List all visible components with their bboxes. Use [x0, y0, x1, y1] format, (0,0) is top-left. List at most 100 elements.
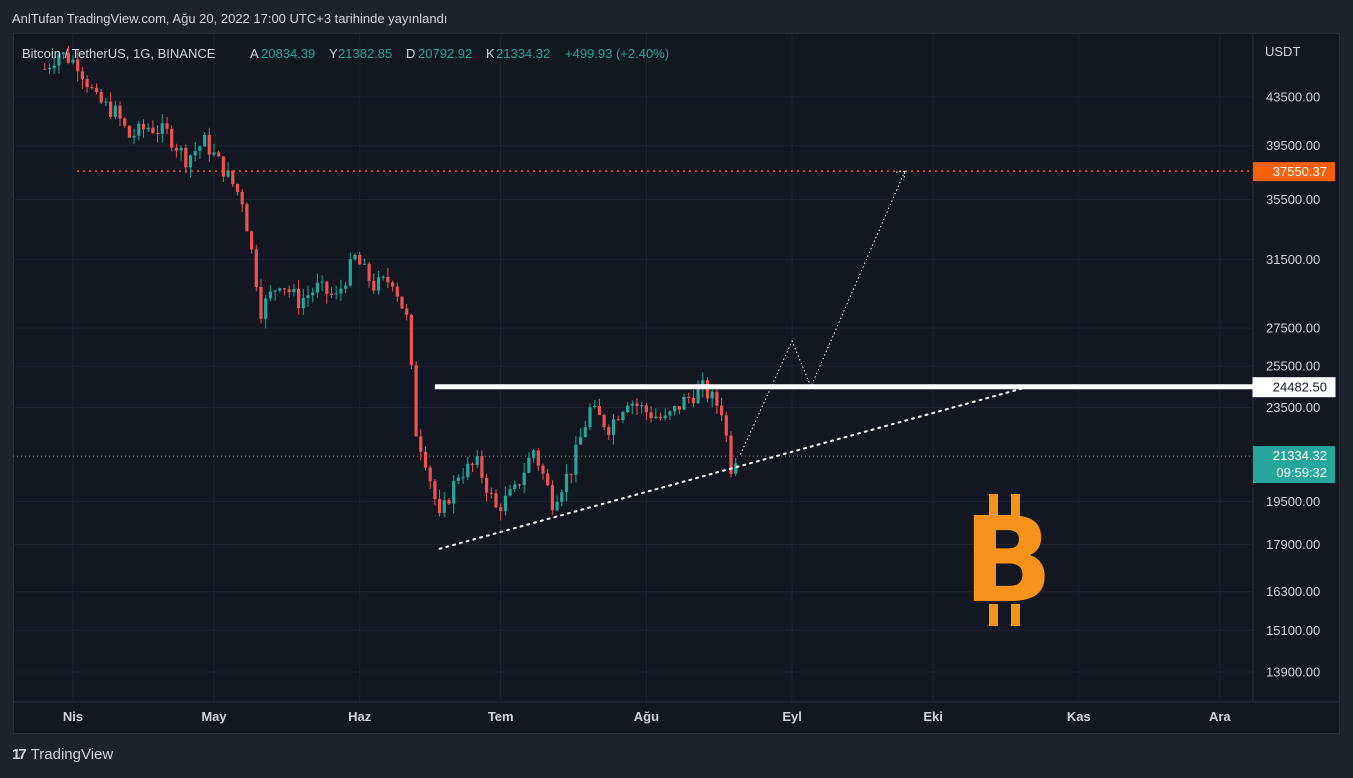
y-tick-label: 16300.00	[1266, 584, 1320, 599]
last-price-label-text: 09:59:32	[1276, 465, 1327, 480]
candle-body	[705, 380, 710, 399]
candle-body	[372, 280, 376, 291]
candle-body	[245, 204, 249, 232]
legend-open: 20834.39	[261, 46, 315, 61]
candle-body	[391, 282, 395, 287]
candle-body	[353, 254, 357, 260]
candle-body	[240, 191, 244, 205]
candle-body	[358, 254, 362, 265]
candle-body	[273, 290, 277, 292]
candle-body	[546, 473, 550, 486]
candle-body	[527, 457, 531, 473]
y-tick-label: 39500.00	[1266, 138, 1320, 153]
candle-body	[588, 407, 592, 428]
candle-body	[616, 419, 620, 421]
candle-body	[339, 288, 343, 294]
candle-body	[381, 276, 385, 278]
candle-body	[696, 387, 700, 404]
candle-body	[522, 472, 526, 486]
candle-body	[264, 298, 268, 319]
legend-close: 21334.32	[496, 46, 550, 61]
candle-body	[188, 155, 193, 168]
candle-body	[597, 405, 601, 415]
candle-body	[43, 68, 47, 70]
candle-body	[198, 146, 202, 151]
candle-body	[423, 451, 428, 468]
candle-body	[569, 473, 573, 475]
candle-body	[475, 455, 479, 465]
y-tick-label: 17900.00	[1266, 537, 1320, 552]
candle-body	[184, 147, 188, 168]
candle-body	[344, 285, 348, 289]
candle-body	[640, 405, 644, 407]
candle-body	[673, 406, 677, 412]
candle-body	[649, 412, 653, 419]
tradingview-logo[interactable]: 17 TradingView	[12, 746, 113, 763]
legend-high: 21382.85	[338, 46, 392, 61]
candle-body	[235, 184, 240, 192]
candle-body	[348, 259, 352, 286]
candle-body	[165, 123, 169, 129]
candle-body	[376, 277, 381, 291]
candle-body	[447, 500, 451, 504]
y-tick-label: 27500.00	[1266, 321, 1320, 336]
x-tick-label: Eki	[923, 709, 943, 724]
y-tick-label: 19500.00	[1266, 494, 1320, 509]
candle-body	[532, 450, 536, 458]
tradingview-brand: TradingView	[30, 746, 114, 763]
candle-body	[560, 492, 564, 502]
projection-path[interactable]	[739, 170, 906, 455]
candle-body	[156, 133, 160, 135]
x-tick-label: Tem	[488, 709, 514, 724]
candle-body	[480, 455, 484, 478]
candle-body	[207, 134, 211, 155]
candle-body	[80, 71, 84, 80]
candle-body	[668, 411, 672, 416]
resistance-price-label-bg	[1252, 377, 1336, 398]
candle-body	[691, 397, 695, 404]
candle-body	[710, 391, 714, 399]
candle-body	[419, 436, 423, 452]
candle-body	[367, 263, 371, 281]
legend-low-label: D	[406, 46, 415, 61]
legend-change: +499.93 (+2.40%)	[565, 46, 669, 61]
x-tick-label: Kas	[1067, 709, 1091, 724]
x-tick-label: Nis	[63, 709, 83, 724]
candle-body	[334, 293, 338, 295]
legend-symbol: Bitcoin / TetherUS, 1G, BINANCE	[22, 46, 216, 61]
candle-body	[99, 91, 103, 103]
candle-body	[734, 463, 738, 474]
candle-body	[66, 52, 70, 63]
support-trendline[interactable]	[438, 387, 1024, 550]
candle-body	[602, 414, 606, 428]
price-axis-currency: USDT	[1265, 44, 1300, 59]
candle-body	[151, 127, 155, 134]
candle-body	[94, 87, 99, 92]
candle-body	[677, 406, 681, 410]
last-price-label: 21334.32 09:59:32	[1253, 446, 1335, 484]
target-price-label-text: 37550.37	[1273, 164, 1327, 179]
target-price-label-bg	[1253, 162, 1335, 182]
candles	[43, 45, 738, 521]
resistance-price-label: 24482.50	[1252, 377, 1336, 398]
candle-body	[701, 380, 705, 388]
candle-body	[226, 170, 230, 177]
candle-body	[259, 287, 263, 319]
candle-body	[626, 405, 630, 413]
candle-body	[287, 289, 291, 293]
candle-body	[282, 288, 287, 290]
candle-body	[231, 170, 235, 185]
candle-body	[141, 123, 146, 130]
y-tick-label: 13900.00	[1266, 665, 1320, 680]
candle-body	[724, 415, 728, 436]
candle-body	[400, 296, 404, 309]
candle-body	[654, 416, 658, 419]
candle-body	[137, 123, 141, 136]
candle-body	[555, 501, 559, 511]
candle-body	[362, 263, 366, 265]
candle-body	[71, 59, 75, 63]
candle-body	[499, 507, 503, 511]
chart-frame[interactable]	[13, 33, 1340, 734]
last-price-label-text: 21334.32	[1273, 448, 1327, 463]
